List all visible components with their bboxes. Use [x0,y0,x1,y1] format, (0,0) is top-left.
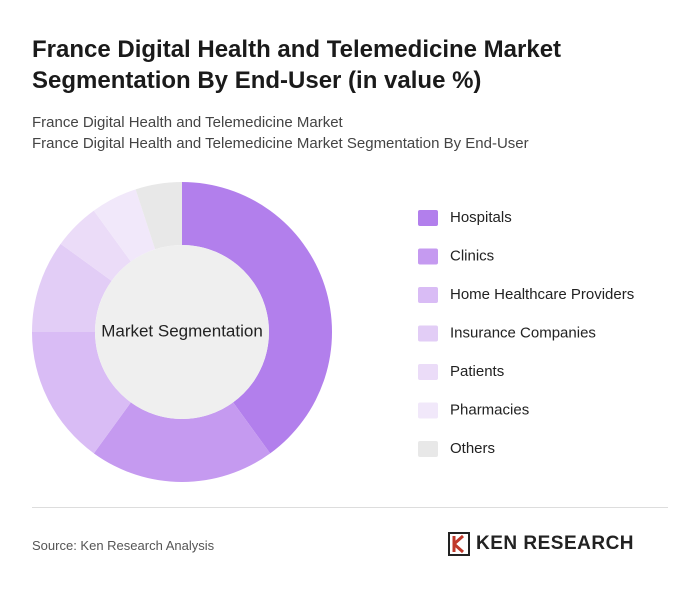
logo-icon [448,532,470,556]
legend-label: Patients [450,363,504,380]
legend-label: Pharmacies [450,401,529,418]
legend-swatch [418,210,438,226]
subtitle: France Digital Health and Telemedicine M… [32,135,529,152]
donut-slice [93,189,156,262]
donut-slice [93,402,271,482]
center-label: Market Segmentation [101,321,263,340]
legend-label: Hospitals [450,209,512,226]
legend-label: Home Healthcare Providers [450,286,634,303]
legend-label: Insurance Companies [450,324,596,341]
donut-slice [32,332,131,454]
donut-slice [135,182,182,250]
divider [32,507,668,508]
donut-slice [182,182,332,454]
legend-swatch [418,441,438,457]
donut-slice [32,243,112,332]
subtitle: France Digital Health and Telemedicine M… [32,114,343,131]
donut-slice [60,210,131,281]
legend-label: Others [450,440,495,457]
source: Source: Ken Research Analysis [32,538,215,553]
chart-title: France Digital Health and Telemedicine M… [32,36,562,94]
legend-swatch [418,402,438,419]
legend-swatch [418,248,438,265]
legend-swatch [418,364,438,380]
logo-text: KEN RESEARCH [476,533,635,554]
donut-hole [95,245,269,419]
legend-label: Clinics [450,247,494,264]
legend-swatch [418,287,438,303]
legend-swatch [418,325,438,342]
logo: KEN RESEARCH [448,532,634,556]
